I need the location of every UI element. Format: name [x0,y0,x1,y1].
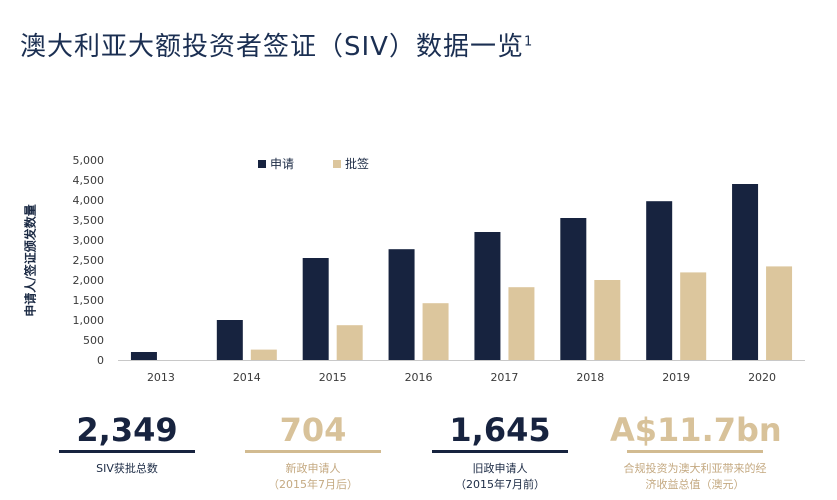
y-tick-label: 500 [83,334,104,347]
y-tick-label: 4,000 [73,194,105,207]
stat-value: 704 [279,411,347,449]
stat-label-line: （2015年7月前） [455,478,545,491]
stat-rule [627,450,763,453]
bar-application [388,249,415,360]
bar-application [216,320,243,360]
bar-approval [422,303,449,360]
stat-label-line: 合规投资为澳大利亚带来的经 [623,462,767,475]
bar-approval [250,349,277,360]
stats-row: 2,349 SIV获批总数 704 新政申请人 （2015年7月后） 1,645… [0,410,837,500]
stat-label-line: 新政申请人 [285,462,341,475]
stat-rule [432,450,568,453]
stat-label-line: 旧政申请人 [472,462,528,475]
y-tick-label: 2,500 [73,254,105,267]
x-tick-label: 2016 [405,371,433,384]
bar-application [560,218,587,360]
stat-rule [59,450,195,453]
x-tick-label: 2017 [490,371,518,384]
x-tick-label: 2018 [576,371,604,384]
stat-total-approved: 2,349 SIV获批总数 [52,410,202,477]
bar-approval [594,280,621,360]
stat-label: SIV获批总数 [52,461,202,477]
y-tick-label: 5,000 [73,154,105,167]
x-tick-label: 2014 [233,371,261,384]
stat-label-line: 济收益总值（澳元） [645,478,745,491]
stat-label: 新政申请人 （2015年7月后） [238,461,388,493]
bar-application [646,201,673,360]
stat-value: 2,349 [76,411,178,449]
bar-application [130,352,157,360]
bar-chart: 5,000 4,500 4,000 3,500 3,000 2,500 2,000 1,500… [73,154,805,384]
legend-swatch [258,160,266,168]
y-tick-label: 3,000 [73,234,105,247]
legend-swatch [333,160,341,168]
stat-new-policy-applicants: 704 新政申请人 （2015年7月后） [238,410,388,493]
x-tick-label: 2019 [662,371,690,384]
page-title: 澳大利亚大额投资者签证（SIV）数据一览1 [20,26,533,63]
stat-label-line: SIV获批总数 [96,462,158,475]
y-tick-label: 3,500 [73,214,105,227]
stat-value: 1,645 [449,411,551,449]
footnote-mark: 1 [523,34,534,50]
legend-label: 申请 [270,157,294,171]
bar-approval [766,266,793,360]
bar-application [474,232,501,360]
y-tick-label: 1,000 [73,314,105,327]
y-tick-label: 0 [97,354,104,367]
y-tick-label: 1,500 [73,294,105,307]
stat-value: A$11.7bn [610,411,782,449]
stat-label-line: （2015年7月后） [268,478,358,491]
bar-application [302,258,329,360]
x-tick-label: 2020 [748,371,776,384]
bar-application [732,184,759,360]
bar-approval [508,287,535,360]
x-tick-label: 2015 [319,371,347,384]
stat-old-policy-applicants: 1,645 旧政申请人 （2015年7月前） [425,410,575,493]
stat-label: 合规投资为澳大利亚带来的经 济收益总值（澳元） [610,461,780,493]
legend-label: 批签 [345,156,369,171]
stat-label: 旧政申请人 （2015年7月前） [425,461,575,493]
bar-approval [680,272,707,360]
y-tick-label: 4,500 [73,174,105,187]
title-text: 澳大利亚大额投资者签证（SIV）数据一览 [20,32,524,62]
y-tick-label: 2,000 [73,274,105,287]
stat-rule [245,450,381,453]
stat-economic-benefit: A$11.7bn 合规投资为澳大利亚带来的经 济收益总值（澳元） [610,410,782,493]
x-tick-label: 2013 [147,371,175,384]
bar-approval [336,325,363,360]
